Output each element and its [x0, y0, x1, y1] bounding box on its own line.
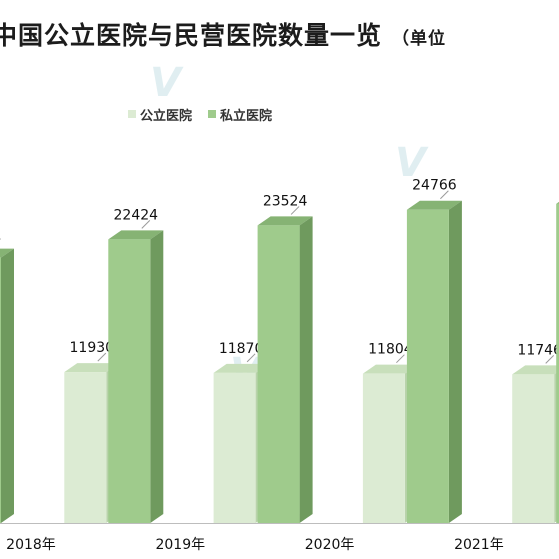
chart-legend: 公立医院 私立医院 — [128, 104, 272, 124]
bar-private-top — [108, 230, 164, 240]
chart-title: 中国公立医院与民营医院数量一览 （单位 — [0, 16, 446, 52]
bar-public — [512, 374, 555, 523]
bar-public-top — [362, 364, 418, 374]
bar-public — [64, 372, 107, 523]
x-tick-label: 2019年 — [155, 537, 205, 553]
bar-private-side — [448, 200, 462, 524]
bar-public-top — [213, 363, 269, 373]
data-label-leader-public — [545, 355, 555, 364]
data-label-leader-private — [0, 238, 1, 240]
data-label-leader-private — [141, 219, 151, 229]
bar-private — [0, 257, 1, 523]
bar-private-top — [257, 216, 313, 226]
data-label-public: 11804 — [368, 342, 413, 358]
legend-swatch-public — [128, 110, 136, 118]
data-label-private: 22424 — [114, 207, 159, 223]
bar-public — [213, 372, 256, 523]
data-label-leader-private — [290, 206, 300, 215]
legend-item-public: 公立医院 — [128, 105, 192, 124]
bar-private — [257, 225, 300, 524]
data-label-leader-public — [246, 353, 256, 363]
legend-label-public: 公立医院 — [140, 108, 193, 124]
data-label-leader-private — [440, 190, 449, 200]
bar-private-side — [150, 230, 164, 523]
bar-private-top — [406, 200, 462, 210]
bar-private-top — [556, 201, 559, 204]
data-label-public: 11870 — [219, 341, 264, 357]
data-label-leader-public — [396, 354, 405, 364]
chart-title-text: 中国公立医院与民营医院数量一览 — [0, 21, 383, 50]
legend-item-private: 私立医院 — [208, 105, 272, 124]
bar-private — [108, 239, 151, 523]
x-tick-label: 2021年 — [454, 537, 504, 553]
data-label-public: 11930 — [70, 340, 115, 356]
x-tick-label: 2018年 — [6, 537, 56, 553]
bar-private — [556, 203, 559, 523]
bar-private-side — [1, 248, 14, 524]
data-label-private: 23524 — [263, 193, 308, 209]
bar-public-top — [512, 365, 559, 375]
legend-label-private: 私立医院 — [220, 108, 273, 124]
bar-private-top — [0, 248, 14, 258]
data-label-public: 11746 — [517, 342, 559, 358]
data-label-private: 24766 — [412, 178, 457, 194]
bar-public-top — [64, 363, 120, 373]
x-tick-label: 2020年 — [305, 537, 355, 553]
bar-private — [406, 209, 449, 524]
chart-title-unit: （单位 — [392, 29, 447, 49]
bar-public — [362, 373, 405, 523]
bar-private-side — [299, 216, 313, 524]
data-label-leader-public — [97, 352, 107, 362]
legend-swatch-private — [208, 110, 217, 118]
